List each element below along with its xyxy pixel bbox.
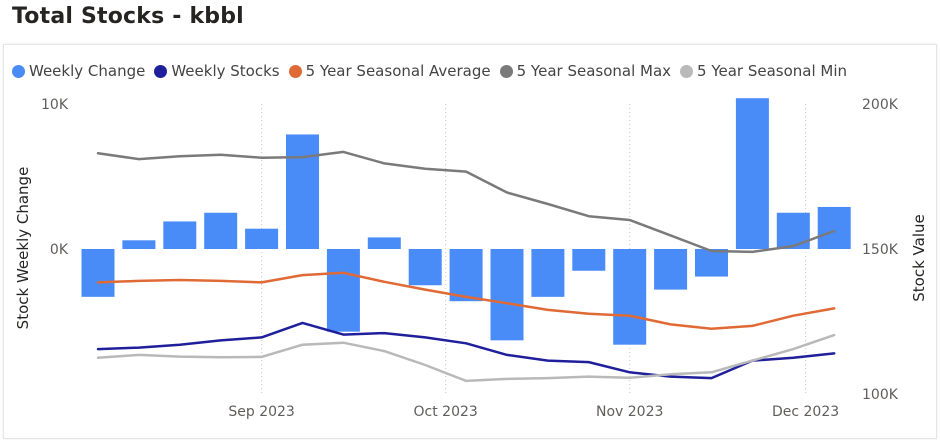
weekly-change-bar[interactable] (449, 249, 483, 302)
weekly-change-bar[interactable] (776, 212, 810, 249)
legend-label: Weekly Stocks (171, 62, 280, 80)
weekly-change-bar[interactable] (286, 134, 319, 249)
legend-item-seasonal-average[interactable]: 5 Year Seasonal Average (288, 62, 491, 80)
legend-item-weekly-stocks[interactable]: Weekly Stocks (154, 62, 280, 80)
right-axis-title: Stock Value (910, 214, 928, 301)
weekly-change-bar[interactable] (490, 249, 524, 341)
weekly-change-bar[interactable] (817, 206, 851, 249)
seasonal-min-line[interactable] (96, 333, 836, 383)
weekly-stocks-line[interactable] (96, 321, 836, 380)
x-tick-label: Nov 2023 (596, 404, 663, 420)
legend-item-seasonal-max[interactable]: 5 Year Seasonal Max (499, 62, 672, 80)
weekly-change-bar[interactable] (122, 240, 156, 249)
right-tick-label: 200K (862, 97, 899, 113)
seasonal-max-line[interactable] (96, 150, 836, 254)
legend-label: 5 Year Seasonal Average (305, 62, 491, 80)
chart-title: Total Stocks - kbbl (12, 4, 244, 29)
left-tick-label: 10K (41, 97, 69, 113)
weekly-change-bar[interactable] (613, 249, 647, 345)
legend-label: 5 Year Seasonal Min (697, 62, 848, 80)
legend-label: 5 Year Seasonal Max (516, 62, 672, 80)
left-tick-label: 0K (50, 242, 69, 258)
legend-marker-icon (499, 64, 513, 78)
weekly-change-bar[interactable] (572, 249, 606, 271)
line-series (96, 150, 836, 383)
weekly-change-bar[interactable] (735, 98, 769, 249)
weekly-change-bar[interactable] (163, 221, 197, 249)
legend-marker-icon (680, 64, 694, 78)
weekly-change-bar[interactable] (531, 249, 565, 297)
right-tick-label: 100K (862, 387, 899, 403)
weekly-change-bar[interactable] (367, 237, 401, 249)
legend-marker-icon (12, 64, 25, 78)
legend: Weekly Change Weekly Stocks 5 Year Seaso… (12, 62, 856, 80)
left-axis-title: Stock Weekly Change (14, 167, 32, 330)
weekly-change-bar[interactable] (204, 212, 238, 249)
weekly-change-bar[interactable] (81, 249, 115, 297)
x-tick-label: Oct 2023 (414, 404, 478, 420)
right-tick-label: 150K (862, 242, 899, 258)
weekly-change-bar[interactable] (654, 249, 688, 290)
x-tick-label: Sep 2023 (228, 404, 294, 420)
legend-item-seasonal-min[interactable]: 5 Year Seasonal Min (680, 62, 847, 80)
axis-ticks: Sep 2023 Oct 2023 Nov 2023 Dec 2023 10K 0K 200… (41, 97, 899, 420)
legend-item-weekly-change[interactable]: Weekly Change (12, 62, 145, 80)
weekly-change-bar[interactable] (326, 249, 360, 332)
legend-marker-icon (288, 64, 302, 78)
weekly-change-bar[interactable] (695, 249, 728, 277)
seasonal-average-line[interactable] (96, 271, 836, 331)
x-tick-label: Dec 2023 (772, 404, 839, 420)
legend-label: Weekly Change (29, 62, 146, 80)
bar-series (81, 98, 851, 345)
weekly-change-bar[interactable] (245, 228, 279, 249)
weekly-change-bar[interactable] (408, 249, 442, 286)
legend-marker-icon (154, 64, 168, 78)
